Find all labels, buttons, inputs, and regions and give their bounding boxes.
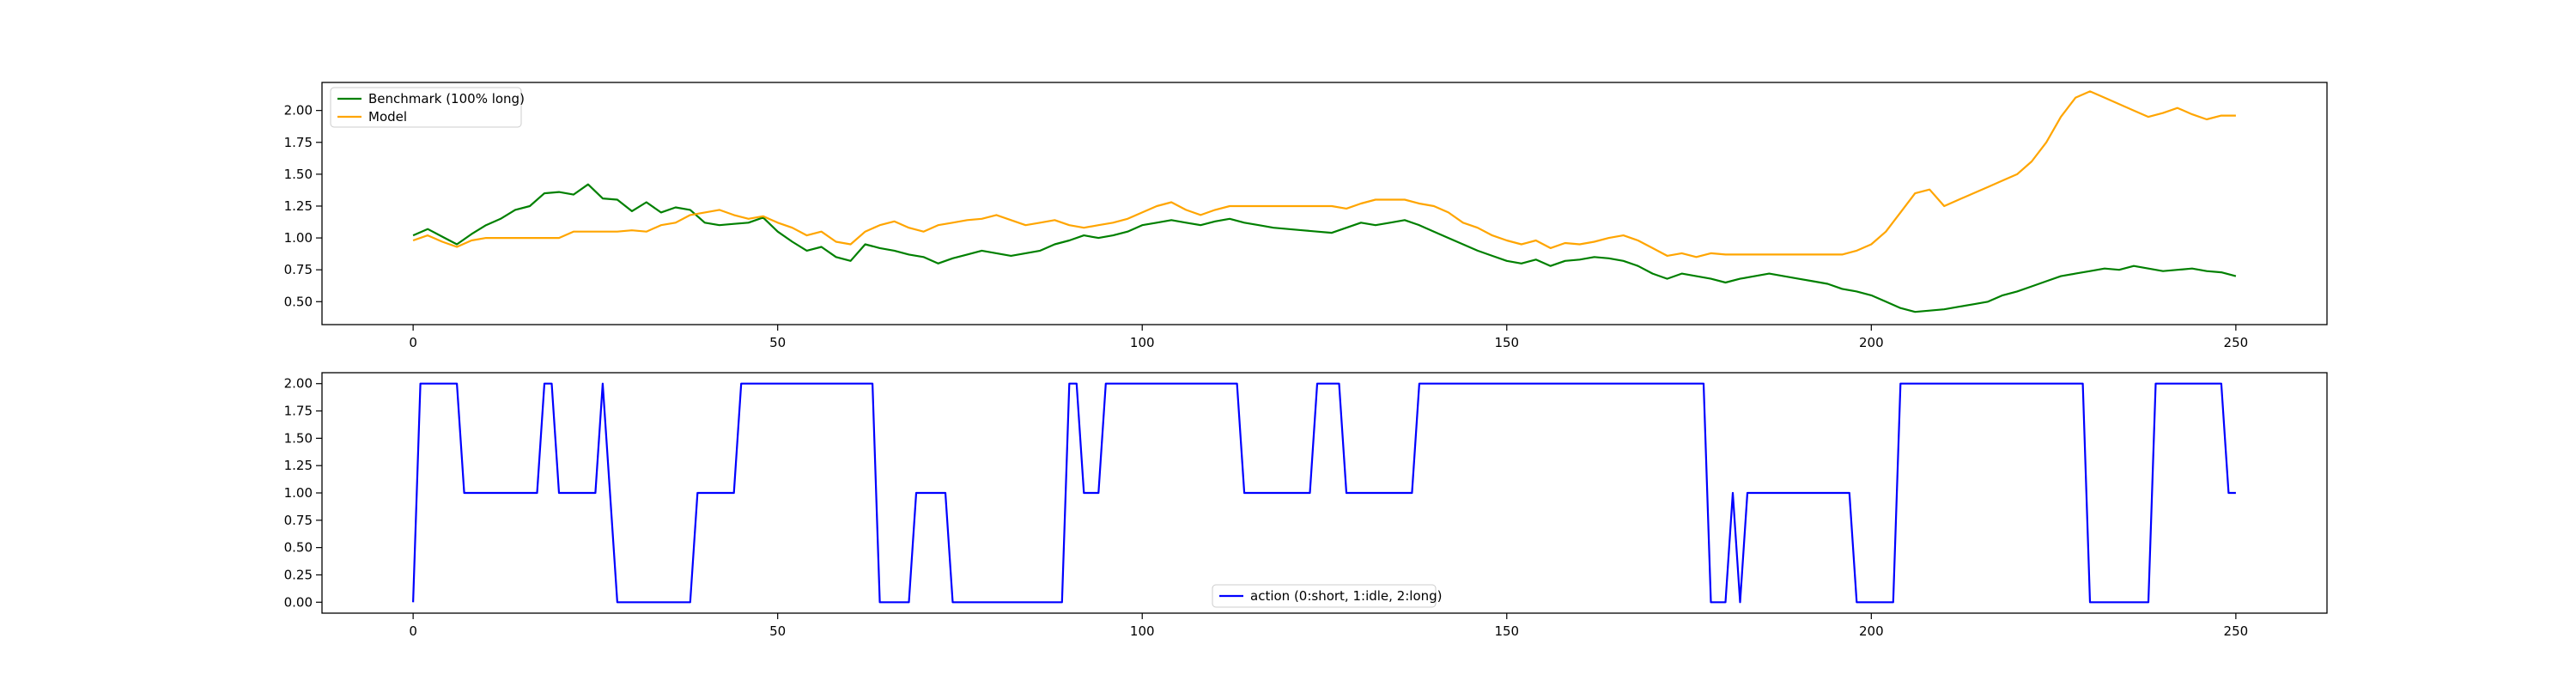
series-line-model [412, 90, 2236, 258]
y-tick-label: 1.00 [284, 230, 313, 246]
legend: action (0:short, 1:idle, 2:long) [1212, 584, 1443, 608]
y-tick-label: 1.50 [284, 167, 313, 182]
legend: Benchmark (100% long) Model [330, 87, 525, 128]
legend-label: Benchmark (100% long) [368, 91, 525, 106]
y-tick-label: 1.25 [284, 198, 313, 214]
x-tick-label: 250 [2224, 623, 2249, 639]
x-tick-label: 50 [769, 335, 786, 350]
legend-box [330, 87, 522, 128]
action-panel: 0 50 100 150 200 250 0.00 0.25 0.50 0.75 1.00 1.25 1… [284, 372, 2328, 639]
y-tick-label: 0.50 [284, 294, 313, 309]
x-tick-label: 0 [409, 335, 417, 350]
benchmark-vs-model-panel: 0 50 100 150 200 250 0.50 0.75 1.00 1.25 1.50 1.75 2… [284, 82, 2328, 350]
y-tick-label: 1.75 [284, 404, 313, 419]
x-tick-label: 0 [409, 623, 417, 639]
x-tick-label: 250 [2224, 335, 2249, 350]
y-tick-label: 0.75 [284, 262, 313, 277]
y-tick-label: 2.00 [284, 376, 313, 392]
series-line-action [412, 382, 2236, 604]
y-tick-label: 1.00 [284, 485, 313, 501]
y-tick-label: 1.25 [284, 458, 313, 473]
axes-frame [321, 372, 2328, 614]
y-tick-label: 1.75 [284, 135, 313, 150]
x-tick-label: 100 [1130, 335, 1155, 350]
y-tick-label: 0.25 [284, 567, 313, 582]
y-tick-label: 0.75 [284, 513, 313, 528]
x-tick-label: 50 [769, 623, 786, 639]
axes-frame [321, 82, 2328, 325]
series-line-benchmark [412, 183, 2237, 313]
y-tick-label: 1.50 [284, 430, 313, 446]
y-tick-label: 0.00 [284, 594, 313, 610]
y-tick-label: 0.50 [284, 540, 313, 556]
legend-label: Model [368, 109, 407, 125]
legend-box [1212, 584, 1437, 608]
x-tick-label: 150 [1494, 623, 1519, 639]
x-tick-label: 150 [1494, 335, 1519, 350]
x-tick-label: 100 [1130, 623, 1155, 639]
x-tick-label: 200 [1859, 623, 1884, 639]
x-tick-label: 200 [1859, 335, 1884, 350]
legend-label: action (0:short, 1:idle, 2:long) [1250, 588, 1443, 604]
y-tick-label: 2.00 [284, 103, 313, 119]
